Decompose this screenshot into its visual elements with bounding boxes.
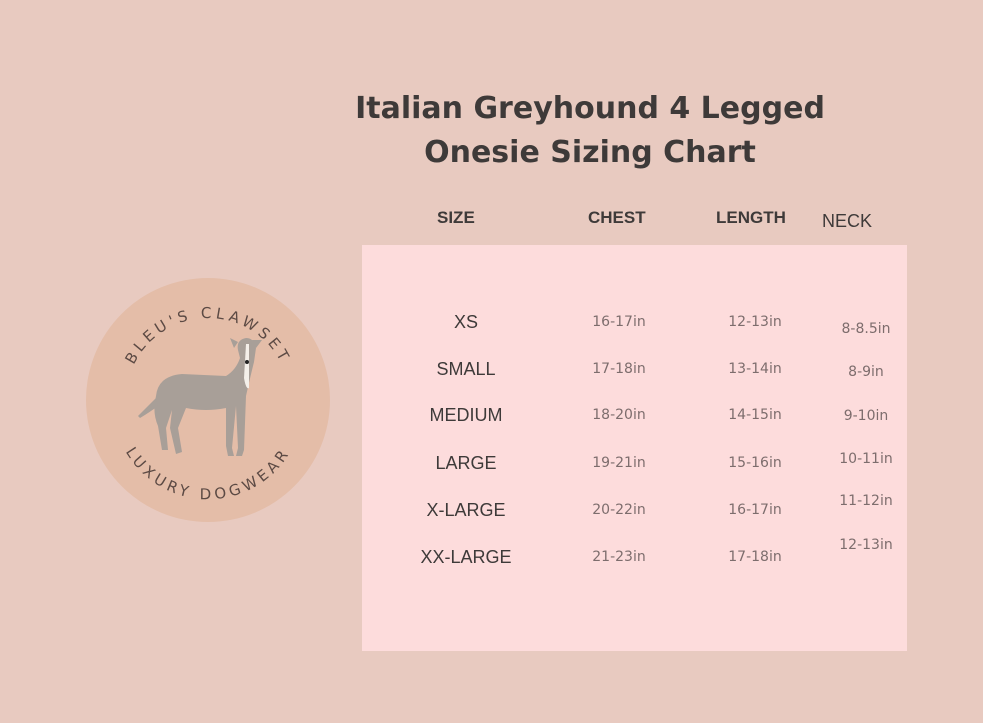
chest-cell: 21-23in: [592, 549, 646, 565]
length-cell: 17-18in: [728, 549, 782, 565]
size-cell: XX-LARGE: [420, 547, 512, 567]
size-cell: X-LARGE: [426, 500, 506, 520]
neck-cell: 8-8.5in: [841, 321, 891, 337]
neck-cell: 9-10in: [843, 408, 889, 424]
neck-cell: 11-12in: [839, 493, 893, 509]
chest-cell: 17-18in: [592, 361, 646, 377]
chest-cell: 18-20in: [592, 407, 646, 423]
chest-cell: 20-22in: [592, 502, 646, 518]
neck-cell: 12-13in: [839, 537, 893, 553]
header-chest: CHEST: [588, 208, 646, 227]
size-cell: MEDIUM: [429, 405, 503, 425]
brand-logo: BLEU'S CLAWSET LUXURY DOGWEAR: [86, 278, 330, 522]
size-cell: SMALL: [436, 359, 496, 379]
header-neck: NECK: [822, 211, 873, 231]
chest-cell: 16-17in: [592, 314, 646, 330]
header-length: LENGTH: [716, 208, 786, 227]
title-line-1: Italian Greyhound 4 Legged: [355, 91, 825, 126]
size-cell: LARGE: [435, 453, 497, 473]
length-cell: 16-17in: [728, 502, 782, 518]
chest-cell: 19-21in: [592, 455, 646, 471]
length-cell: 12-13in: [728, 314, 782, 330]
title-line-2: Onesie Sizing Chart: [424, 135, 756, 170]
length-cell: 14-15in: [728, 407, 782, 423]
neck-cell: 10-11in: [839, 451, 893, 467]
length-cell: 13-14in: [728, 361, 782, 377]
greyhound-icon: [138, 338, 262, 456]
length-cell: 15-16in: [728, 455, 782, 471]
size-cell: XS: [453, 312, 479, 332]
sizing-table-panel: [362, 245, 907, 651]
neck-cell: 8-9in: [848, 364, 884, 380]
header-size: SIZE: [437, 208, 475, 227]
